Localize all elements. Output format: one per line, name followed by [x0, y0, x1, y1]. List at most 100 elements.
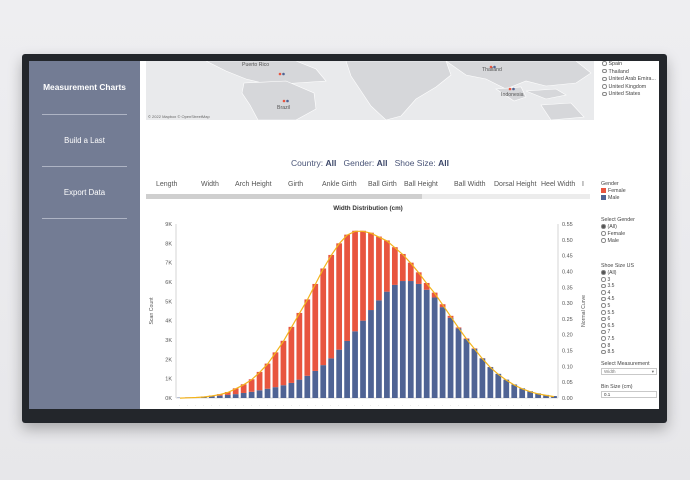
shoe-size-option[interactable]: 5.5 [601, 310, 614, 316]
shoe-size-option[interactable]: 5 [601, 303, 610, 309]
radio-icon [601, 277, 606, 282]
sidebar-title[interactable]: Measurement Charts [43, 82, 126, 92]
world-map[interactable]: Puerto Rico Brazil Thailand Indonesia © … [146, 61, 594, 120]
bar-male [511, 384, 518, 398]
sidebar-divider [42, 218, 127, 219]
bar-male [479, 358, 486, 398]
gender-legend-title: Gender [601, 181, 619, 187]
x-tick-label: · [401, 405, 405, 406]
sidebar-divider [42, 166, 127, 167]
tab-length[interactable]: Length [156, 181, 178, 188]
tabs-scrollbar[interactable] [146, 194, 590, 199]
x-tick-label: · [417, 405, 421, 406]
radio-icon [601, 343, 606, 348]
chevron-down-icon: ▾ [651, 369, 654, 374]
bar-female [407, 262, 414, 282]
bar-male [495, 373, 502, 398]
tab-overflow[interactable]: I [582, 181, 584, 188]
shoe-size-option[interactable]: 8 [601, 343, 610, 349]
x-tick-label: · [266, 405, 270, 406]
scrollbar-thumb[interactable] [146, 194, 422, 199]
bar-male [527, 391, 534, 398]
x-tick-label: · [226, 405, 230, 406]
map-credit: © 2022 Mapbox © OpenStreetMap [148, 114, 210, 119]
tab-dorsal-height[interactable]: Dorsal Height [494, 181, 537, 188]
shoe-size-option[interactable]: 6.5 [601, 323, 614, 329]
filter-summary: Country: All Gender: All Shoe Size: All [140, 158, 600, 168]
shoe-size-option[interactable]: 4.5 [601, 296, 614, 302]
x-tick-label: · [512, 405, 516, 406]
radio-icon [601, 316, 606, 322]
tab-heel-width[interactable]: Heel Width [541, 181, 576, 188]
width-distribution-chart: 0K 1K 2K 3K 4K 5K 6K 7K 8K 9K 0.00 0.05 0.10 0.15 0.20… [149, 222, 587, 406]
sidebar-divider [42, 114, 127, 115]
shoe-size-option[interactable]: (All) [601, 270, 616, 276]
chart-title: Width Distribution (cm) [333, 205, 403, 212]
gender-option[interactable]: (All) [601, 224, 617, 230]
radio-icon [601, 329, 606, 335]
radio-icon [602, 91, 607, 97]
bar-female [264, 363, 271, 389]
normal-curve [179, 230, 555, 399]
y-tick-label: 0K [165, 396, 172, 402]
bar-male [551, 396, 557, 398]
x-tick-label: · [536, 405, 540, 406]
tab-girth[interactable]: Girth [288, 181, 304, 188]
x-tick-label: · [552, 405, 556, 406]
tab-ankle-girth[interactable]: Ankle Girth [322, 181, 357, 188]
x-tick-label: · [194, 405, 198, 406]
x-tick-label: · [218, 405, 222, 406]
x-tick-label: · [385, 405, 389, 406]
bar-male [407, 281, 414, 398]
y2-tick-label: 0.25 [562, 317, 573, 323]
map-label-brazil: Brazil [277, 105, 290, 111]
bar-male [352, 331, 358, 398]
shoe-size-option[interactable]: 7 [601, 329, 610, 335]
main-panel: Puerto Rico Brazil Thailand Indonesia © … [140, 61, 659, 409]
bar-male [431, 297, 438, 398]
shoe-size-option[interactable]: 6 [601, 316, 610, 322]
shoe-size-option[interactable]: 7.5 [601, 336, 614, 342]
country-option[interactable]: Spain [602, 61, 659, 69]
country-option[interactable]: United Kingdom [602, 84, 659, 92]
gender-option[interactable]: Male [601, 238, 619, 244]
measurement-select[interactable]: Width ▾ [601, 368, 657, 375]
bar-male [399, 281, 406, 398]
shoe-size-option[interactable]: 4 [601, 290, 610, 296]
x-tick-label: · [528, 405, 532, 406]
shoe-size-option[interactable]: 3 [601, 277, 610, 283]
bin-size-input[interactable]: 0.1 [601, 391, 657, 398]
bar-female [224, 392, 231, 395]
x-tick-label: · [297, 405, 301, 406]
radio-icon [601, 323, 606, 328]
bar-male [368, 310, 374, 398]
sidebar-item-export-data[interactable]: Export Data [63, 188, 106, 197]
x-tick-label: · [425, 405, 429, 406]
bar-male [288, 382, 295, 398]
country-option[interactable]: Thailand [602, 69, 659, 77]
tab-width[interactable]: Width [201, 181, 219, 188]
country-filter-value: All [325, 158, 337, 168]
bar-female [240, 384, 247, 393]
bar-male [535, 393, 541, 398]
gender-option[interactable]: Female [601, 231, 625, 237]
country-option[interactable]: United Arab Emira... [602, 76, 659, 84]
sidebar: Measurement Charts Build a Last Export D… [29, 61, 140, 409]
size-filter-value: All [438, 158, 449, 168]
bar-male [296, 379, 303, 398]
bar-male [240, 392, 247, 398]
sidebar-item-build-a-last[interactable]: Build a Last [64, 136, 105, 145]
legend-item-male: Male [601, 195, 619, 201]
bar-female [344, 234, 350, 341]
tab-arch-height[interactable]: Arch Height [235, 181, 272, 188]
tab-ball-girth[interactable]: Ball Girth [368, 181, 397, 188]
tab-ball-width[interactable]: Ball Width [454, 181, 486, 188]
tab-ball-height[interactable]: Ball Height [404, 181, 438, 188]
y-axis-title: Scan Count [149, 297, 155, 325]
shoe-size-option[interactable]: 3.5 [601, 283, 614, 289]
y-tick-label: 5K [165, 299, 172, 305]
x-tick-label: · [305, 405, 309, 406]
x-tick-label: · [393, 405, 397, 406]
country-option[interactable]: United States [602, 91, 659, 99]
shoe-size-option[interactable]: 8.5 [601, 349, 614, 355]
